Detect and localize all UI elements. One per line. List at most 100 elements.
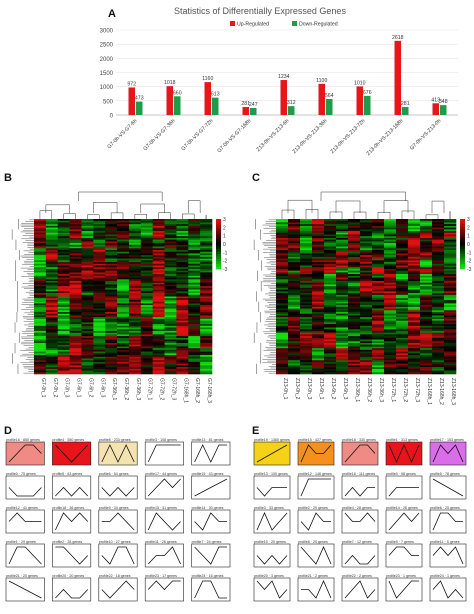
color-scale-label: 3 [467,217,470,223]
heatmap-cell [188,365,201,368]
heatmap-cell [128,336,142,339]
heatmap-cell [105,368,118,371]
heatmap-cell [372,313,385,316]
heatmap-cell [384,320,397,323]
heatmap-cell [384,277,397,280]
heatmap-cell [81,360,94,363]
heatmap-cell [57,306,70,309]
heatmap-cell [444,320,457,323]
color-scale-step [460,266,465,270]
heatmap-cell [81,220,94,223]
heatmap-cell [288,253,301,256]
heatmap-cell [105,274,118,277]
heatmap-cell [444,349,457,352]
heatmap-cell [372,270,385,273]
heatmap-cell [408,237,421,240]
profile-tile: profile19 · 1360 genes [253,438,291,466]
heatmap-cell [93,239,106,242]
heatmap-cell [117,349,130,352]
heatmap-cell [336,250,349,253]
heatmap-cell [360,365,373,368]
heatmap-cell [276,351,289,354]
heatmap-cell [444,329,457,332]
heatmap-cell [105,343,118,346]
profile-tile: profile3 · 33 genes [253,506,291,534]
heatmap-cell [288,236,301,239]
heatmap-cell [200,263,213,266]
color-scale-step [460,219,465,222]
heatmap-cell [432,329,445,332]
heatmap-cell [276,272,289,275]
heatmap-cell [176,351,189,354]
heatmap-cell [348,244,361,247]
heatmap-cell [444,246,457,249]
color-scale-step [216,266,221,270]
color-scale-label: 0 [223,242,226,248]
heatmap-cell [324,250,337,253]
heatmap-cell [81,279,94,282]
heatmap-cell [45,239,59,242]
heatmap-cell [176,315,189,318]
heatmap-cell [45,267,59,270]
heatmap-cell [360,251,373,254]
heatmap-cell [420,289,433,292]
heatmap-cell [420,337,433,340]
heatmap-cell [105,305,118,308]
heatmap-cell [396,315,409,318]
data-label: 972 [127,81,136,87]
dendrogram-branch [320,191,406,201]
heatmap-cell [57,312,70,315]
profile-tile: profile0 · 98 genes [385,472,423,500]
heatmap-cell [336,303,349,306]
heatmap-cell [396,263,409,266]
bar [394,40,401,115]
heatmap-cell [408,367,421,370]
heatmap-cell [105,267,118,270]
heatmap-cell [348,315,361,318]
profile-line [256,444,288,463]
heatmap-cell [69,305,82,308]
heatmap-cell [81,275,94,278]
heatmap-cell [372,312,385,315]
heatmap-cell [300,308,313,311]
heatmap-cell [396,222,409,225]
heatmap-cell [444,299,457,302]
heatmap-cell [45,320,59,323]
heatmap-cell [444,256,457,259]
heatmap-cell [69,344,82,347]
heatmap-cell [128,322,142,325]
heatmap-cell [45,310,59,313]
heatmap-cell [45,355,59,358]
heatmap-cell [105,303,118,306]
heatmap-cell [176,361,189,364]
heatmap-cell [408,334,421,337]
heatmap-cell [81,237,94,240]
heatmap-cell [432,246,445,249]
heatmap-cell [276,263,289,266]
heatmap-cell [93,293,106,296]
heatmap-cell [432,365,445,368]
heatmap-cell [432,277,445,280]
heatmap-cell [360,222,373,225]
heatmap-cell [81,355,94,358]
heatmap-cell [372,281,385,284]
heatmap-column-label: G7-168h_2 [194,378,200,403]
heatmap-cell [348,268,361,271]
heatmap-cell [408,219,421,222]
heatmap-cell [164,274,177,277]
heatmap-cell [324,286,337,289]
heatmap-cell [105,258,118,261]
heatmap-cell [164,237,177,240]
heatmap-cell [420,265,433,268]
heatmap-cell [312,360,325,363]
heatmap-cell [93,294,106,297]
bar [356,86,363,115]
heatmap-cell [57,365,70,368]
heatmap-cell [444,275,457,278]
heatmap-cell [140,227,153,230]
heatmap-cell [69,220,82,223]
heatmap-cell [188,265,201,268]
heatmap-cell [396,368,409,371]
heatmap-cell [152,250,165,253]
heatmap-cell [140,301,153,304]
